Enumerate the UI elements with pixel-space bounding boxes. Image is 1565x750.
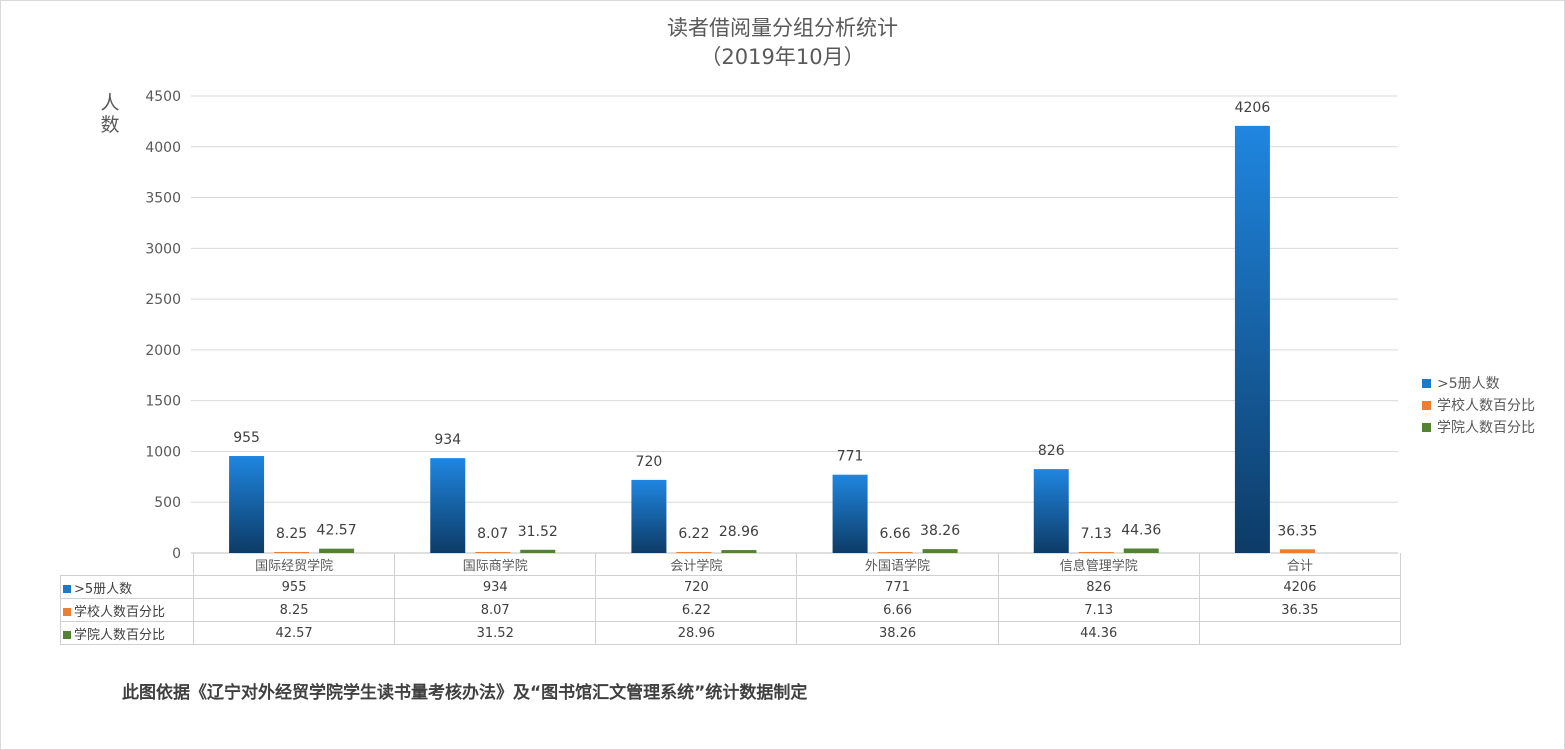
y-tick-label: 1000 <box>145 444 181 460</box>
table-cell: 7.13 <box>997 598 1200 622</box>
legend-key <box>1422 422 1431 432</box>
bar <box>319 548 355 553</box>
bar <box>631 479 667 553</box>
data-label: 42.57 <box>317 523 357 539</box>
table-cell: 934 <box>394 575 597 599</box>
bar <box>520 549 556 553</box>
bar <box>274 552 310 553</box>
bar <box>721 550 757 553</box>
legend-item: 学院人数百分比 <box>1422 416 1535 438</box>
legend-label: 学院人数百分比 <box>1437 420 1535 436</box>
data-label: 7.13 <box>1081 526 1112 542</box>
table-row: >5册人数 955 934 720 771 826 4206 <box>60 575 1401 599</box>
row-header: 学校人数百分比 <box>60 598 194 622</box>
data-label: 8.25 <box>276 526 307 542</box>
table-cell: 4206 <box>1198 575 1401 599</box>
y-tick-label: 1500 <box>145 394 181 410</box>
table-cell: 8.07 <box>394 598 597 622</box>
table-cell: 44.36 <box>997 621 1200 645</box>
bar <box>676 552 712 553</box>
data-label: 6.66 <box>879 526 910 542</box>
row-header: 学院人数百分比 <box>60 621 194 645</box>
data-label: 36.35 <box>1277 523 1317 539</box>
table-cell: 6.66 <box>796 598 999 622</box>
y-tick-label: 3000 <box>145 241 181 257</box>
table-cell <box>1198 621 1401 645</box>
bar <box>832 474 868 553</box>
data-label: 38.26 <box>920 523 960 539</box>
bar <box>877 552 913 553</box>
bar <box>229 456 265 553</box>
chart-title: 读者借阅量分组分析统计 <box>667 16 898 40</box>
y-tick-label: 4000 <box>145 140 181 156</box>
bar <box>1279 549 1315 553</box>
data-label: 720 <box>636 454 663 470</box>
data-label: 4206 <box>1235 100 1271 116</box>
bar <box>1078 552 1114 553</box>
table-row: 学校人数百分比 8.25 8.07 6.22 6.66 7.13 36.35 <box>60 598 1401 622</box>
bar <box>430 458 466 553</box>
table-cell: 826 <box>997 575 1200 599</box>
bar <box>922 549 958 553</box>
legend-key <box>63 584 71 593</box>
table-corner <box>60 553 194 576</box>
category-label: 国际经贸学院 <box>192 553 396 576</box>
table-cell: 8.25 <box>192 598 396 622</box>
category-label: 国际商学院 <box>394 553 597 576</box>
data-table: 国际经贸学院 国际商学院 会计学院 外国语学院 信息管理学院 合计 >5册人数 955 934 7… <box>60 553 1401 645</box>
y-tick-label: 3500 <box>145 191 181 207</box>
legend-item: >5册人数 <box>1422 372 1535 394</box>
y-tick-label: 2500 <box>145 292 181 308</box>
bar <box>1234 125 1270 553</box>
category-label: 外国语学院 <box>796 553 999 576</box>
bar <box>1123 548 1159 553</box>
data-label: 934 <box>434 432 461 448</box>
table-cell: 28.96 <box>595 621 798 645</box>
table-cell: 771 <box>796 575 999 599</box>
table-cell: 31.52 <box>394 621 597 645</box>
chart-subtitle: （2019年10月） <box>700 45 865 69</box>
table-cell: 36.35 <box>1198 598 1401 622</box>
table-cell: 42.57 <box>192 621 396 645</box>
data-label: 44.36 <box>1121 522 1161 538</box>
y-tick-label: 500 <box>154 495 181 511</box>
y-tick-label: 2000 <box>145 343 181 359</box>
bar <box>1033 469 1069 553</box>
legend-item: 学校人数百分比 <box>1422 394 1535 416</box>
category-label: 信息管理学院 <box>997 553 1200 576</box>
data-label: 8.07 <box>477 526 508 542</box>
data-label: 955 <box>233 430 260 446</box>
data-label: 31.52 <box>518 524 558 540</box>
data-label: 6.22 <box>678 526 709 542</box>
legend-key <box>63 630 71 639</box>
row-header: >5册人数 <box>60 575 194 599</box>
legend-key <box>1422 400 1431 410</box>
legend-key <box>63 607 71 616</box>
y-axis-label: 人数 <box>100 92 120 136</box>
bar <box>475 552 511 553</box>
legend-label: 学校人数百分比 <box>1437 398 1535 414</box>
data-label: 28.96 <box>719 524 759 540</box>
legend-label: >5册人数 <box>1437 376 1500 392</box>
category-label: 会计学院 <box>595 553 798 576</box>
y-tick-label: 4500 <box>145 89 181 105</box>
data-label: 826 <box>1038 443 1065 459</box>
table-cell: 955 <box>192 575 396 599</box>
table-cell: 720 <box>595 575 798 599</box>
table-row: 学院人数百分比 42.57 31.52 28.96 38.26 44.36 <box>60 621 1401 645</box>
category-label: 合计 <box>1198 553 1401 576</box>
legend: >5册人数学校人数百分比 学院人数百分比 <box>1422 372 1535 438</box>
footnote: 此图依据《辽宁对外经贸学院学生读书量考核办法》及“图书馆汇文管理系统”统计数据制… <box>122 683 808 703</box>
data-label: 771 <box>837 449 864 465</box>
table-cell: 6.22 <box>595 598 798 622</box>
legend-key <box>1422 378 1431 388</box>
table-cell: 38.26 <box>796 621 999 645</box>
